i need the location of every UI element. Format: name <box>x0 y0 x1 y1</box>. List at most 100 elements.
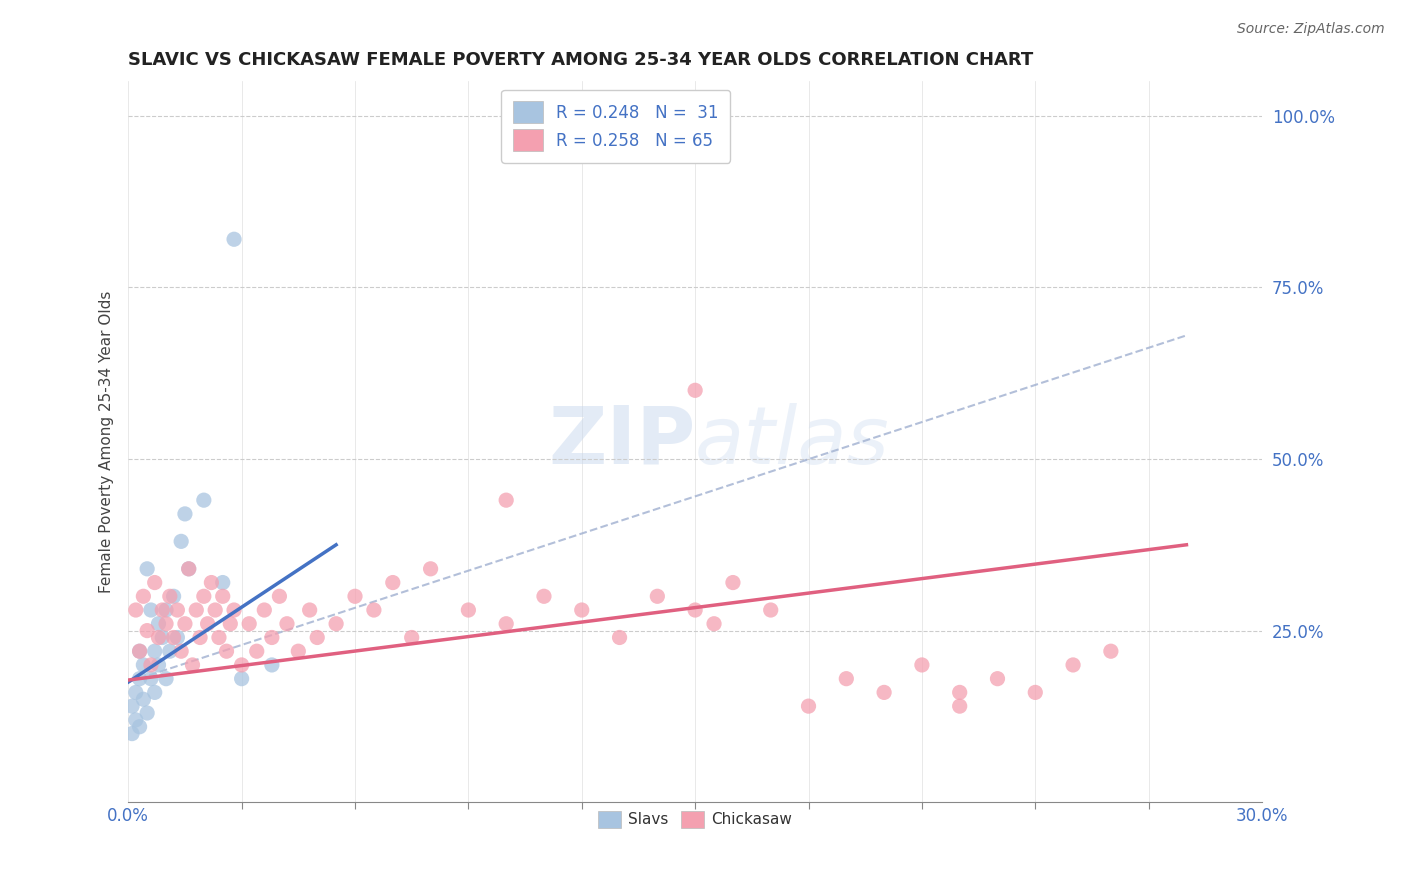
Point <box>159 589 181 603</box>
Point <box>136 562 159 576</box>
Point <box>162 631 184 645</box>
Point <box>125 713 148 727</box>
Point <box>159 644 181 658</box>
Point <box>150 631 173 645</box>
Point <box>208 631 231 645</box>
Point <box>986 672 1008 686</box>
Point <box>150 603 173 617</box>
Point <box>269 589 291 603</box>
Point <box>125 685 148 699</box>
Point <box>155 603 177 617</box>
Point <box>325 616 347 631</box>
Point <box>166 603 188 617</box>
Point <box>136 624 159 638</box>
Point <box>231 672 253 686</box>
Point <box>343 589 366 603</box>
Point <box>873 685 896 699</box>
Point <box>721 575 744 590</box>
Point <box>260 657 283 672</box>
Point <box>132 657 155 672</box>
Point <box>571 603 593 617</box>
Point <box>121 699 143 714</box>
Point <box>174 616 197 631</box>
Point <box>1099 644 1122 658</box>
Point <box>193 493 215 508</box>
Point <box>155 616 177 631</box>
Point <box>148 631 170 645</box>
Point <box>139 657 162 672</box>
Point <box>231 657 253 672</box>
Point <box>759 603 782 617</box>
Point <box>238 616 260 631</box>
Point <box>136 706 159 720</box>
Text: Source: ZipAtlas.com: Source: ZipAtlas.com <box>1237 22 1385 37</box>
Point <box>174 507 197 521</box>
Point <box>162 589 184 603</box>
Point <box>215 644 238 658</box>
Point <box>148 616 170 631</box>
Point <box>609 631 631 645</box>
Point <box>949 685 972 699</box>
Point <box>211 589 233 603</box>
Point <box>911 657 934 672</box>
Point <box>177 562 200 576</box>
Point <box>703 616 725 631</box>
Point <box>148 657 170 672</box>
Point <box>363 603 385 617</box>
Point <box>211 575 233 590</box>
Text: ZIP: ZIP <box>548 403 695 481</box>
Point <box>139 603 162 617</box>
Point <box>204 603 226 617</box>
Point <box>132 589 155 603</box>
Point <box>381 575 404 590</box>
Point <box>287 644 309 658</box>
Point <box>197 616 219 631</box>
Point <box>683 603 706 617</box>
Point <box>253 603 276 617</box>
Point <box>128 644 150 658</box>
Point <box>457 603 479 617</box>
Point <box>533 589 555 603</box>
Point <box>143 685 166 699</box>
Point <box>155 672 177 686</box>
Point <box>193 589 215 603</box>
Point <box>835 672 858 686</box>
Point <box>246 644 269 658</box>
Point <box>181 657 204 672</box>
Point <box>143 575 166 590</box>
Text: atlas: atlas <box>695 403 890 481</box>
Point <box>298 603 321 617</box>
Text: SLAVIC VS CHICKASAW FEMALE POVERTY AMONG 25-34 YEAR OLDS CORRELATION CHART: SLAVIC VS CHICKASAW FEMALE POVERTY AMONG… <box>128 51 1033 69</box>
Point <box>1024 685 1046 699</box>
Point <box>132 692 155 706</box>
Point <box>143 644 166 658</box>
Point <box>495 616 517 631</box>
Point <box>276 616 298 631</box>
Point <box>121 726 143 740</box>
Point <box>186 603 208 617</box>
Legend: Slavs, Chickasaw: Slavs, Chickasaw <box>592 805 799 834</box>
Point <box>260 631 283 645</box>
Point <box>166 631 188 645</box>
Point <box>170 644 193 658</box>
Point <box>495 493 517 508</box>
Y-axis label: Female Poverty Among 25-34 Year Olds: Female Poverty Among 25-34 Year Olds <box>100 291 114 593</box>
Point <box>1062 657 1084 672</box>
Point <box>125 603 148 617</box>
Point <box>949 699 972 714</box>
Point <box>139 672 162 686</box>
Point <box>683 384 706 398</box>
Point <box>188 631 211 645</box>
Point <box>797 699 820 714</box>
Point <box>401 631 423 645</box>
Point <box>128 720 150 734</box>
Point <box>647 589 669 603</box>
Point <box>128 672 150 686</box>
Point <box>200 575 222 590</box>
Point <box>419 562 441 576</box>
Point <box>177 562 200 576</box>
Point <box>222 603 245 617</box>
Point <box>222 232 245 246</box>
Point <box>307 631 329 645</box>
Point <box>128 644 150 658</box>
